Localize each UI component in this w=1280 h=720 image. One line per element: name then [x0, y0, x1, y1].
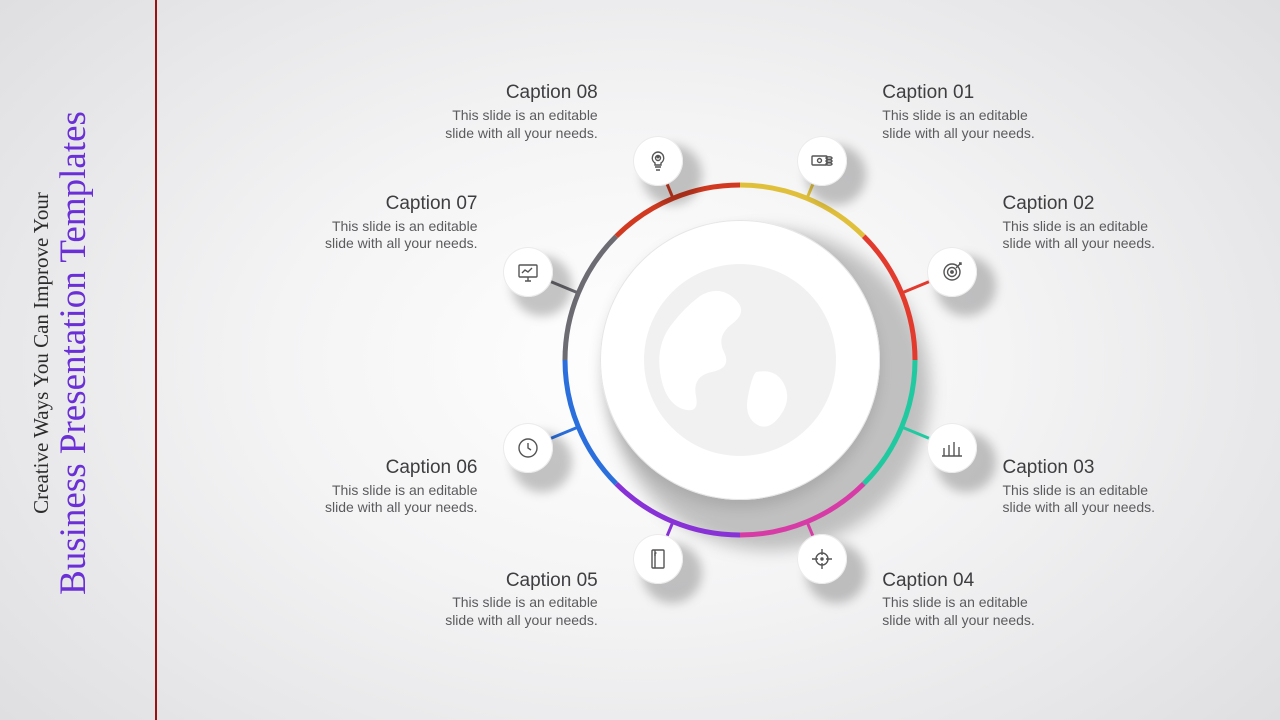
caption-desc-4: This slide is an editable slide with all… [882, 594, 1072, 629]
caption-2: Caption 02This slide is an editable slid… [1002, 192, 1192, 253]
slide-canvas: Creative Ways You Can Improve Your Busin… [0, 0, 1280, 720]
caption-desc-6: This slide is an editable slide with all… [288, 482, 478, 517]
clock-icon [503, 423, 553, 473]
bulb-icon [633, 136, 683, 186]
ring-arc-2 [864, 236, 915, 360]
caption-title-3: Caption 03 [1002, 456, 1192, 480]
ring-arc-6 [565, 360, 616, 484]
caption-4: Caption 04This slide is an editable slid… [882, 569, 1072, 630]
caption-desc-8: This slide is an editable slide with all… [408, 107, 598, 142]
crosshair-icon [797, 534, 847, 584]
ring-arc-4 [740, 484, 864, 535]
ring-arc-5 [616, 484, 740, 535]
monitor-icon [503, 247, 553, 297]
caption-8: Caption 08This slide is an editable slid… [408, 81, 598, 142]
caption-title-5: Caption 05 [408, 569, 598, 593]
caption-title-1: Caption 01 [882, 81, 1072, 105]
caption-title-4: Caption 04 [882, 569, 1072, 593]
ring-arc-7 [565, 236, 616, 360]
caption-desc-1: This slide is an editable slide with all… [882, 107, 1072, 142]
caption-5: Caption 05This slide is an editable slid… [408, 569, 598, 630]
book-icon [633, 534, 683, 584]
caption-desc-2: This slide is an editable slide with all… [1002, 218, 1192, 253]
caption-title-7: Caption 07 [288, 192, 478, 216]
caption-title-8: Caption 08 [408, 81, 598, 105]
caption-7: Caption 07This slide is an editable slid… [288, 192, 478, 253]
ring-arc-3 [864, 360, 915, 484]
title-subheading: Creative Ways You Can Improve Your [29, 33, 54, 673]
caption-desc-5: This slide is an editable slide with all… [408, 594, 598, 629]
caption-3: Caption 03This slide is an editable slid… [1002, 456, 1192, 517]
caption-6: Caption 06This slide is an editable slid… [288, 456, 478, 517]
vertical-divider [155, 0, 157, 720]
caption-title-6: Caption 06 [288, 456, 478, 480]
caption-title-2: Caption 02 [1002, 192, 1192, 216]
ring [180, 0, 1280, 720]
diagram-stage: Caption 01This slide is an editable slid… [180, 0, 1280, 720]
slide-title: Creative Ways You Can Improve Your Busin… [29, 33, 95, 673]
caption-desc-3: This slide is an editable slide with all… [1002, 482, 1192, 517]
caption-desc-7: This slide is an editable slide with all… [288, 218, 478, 253]
caption-1: Caption 01This slide is an editable slid… [882, 81, 1072, 142]
title-heading: Business Presentation Templates [52, 33, 95, 673]
